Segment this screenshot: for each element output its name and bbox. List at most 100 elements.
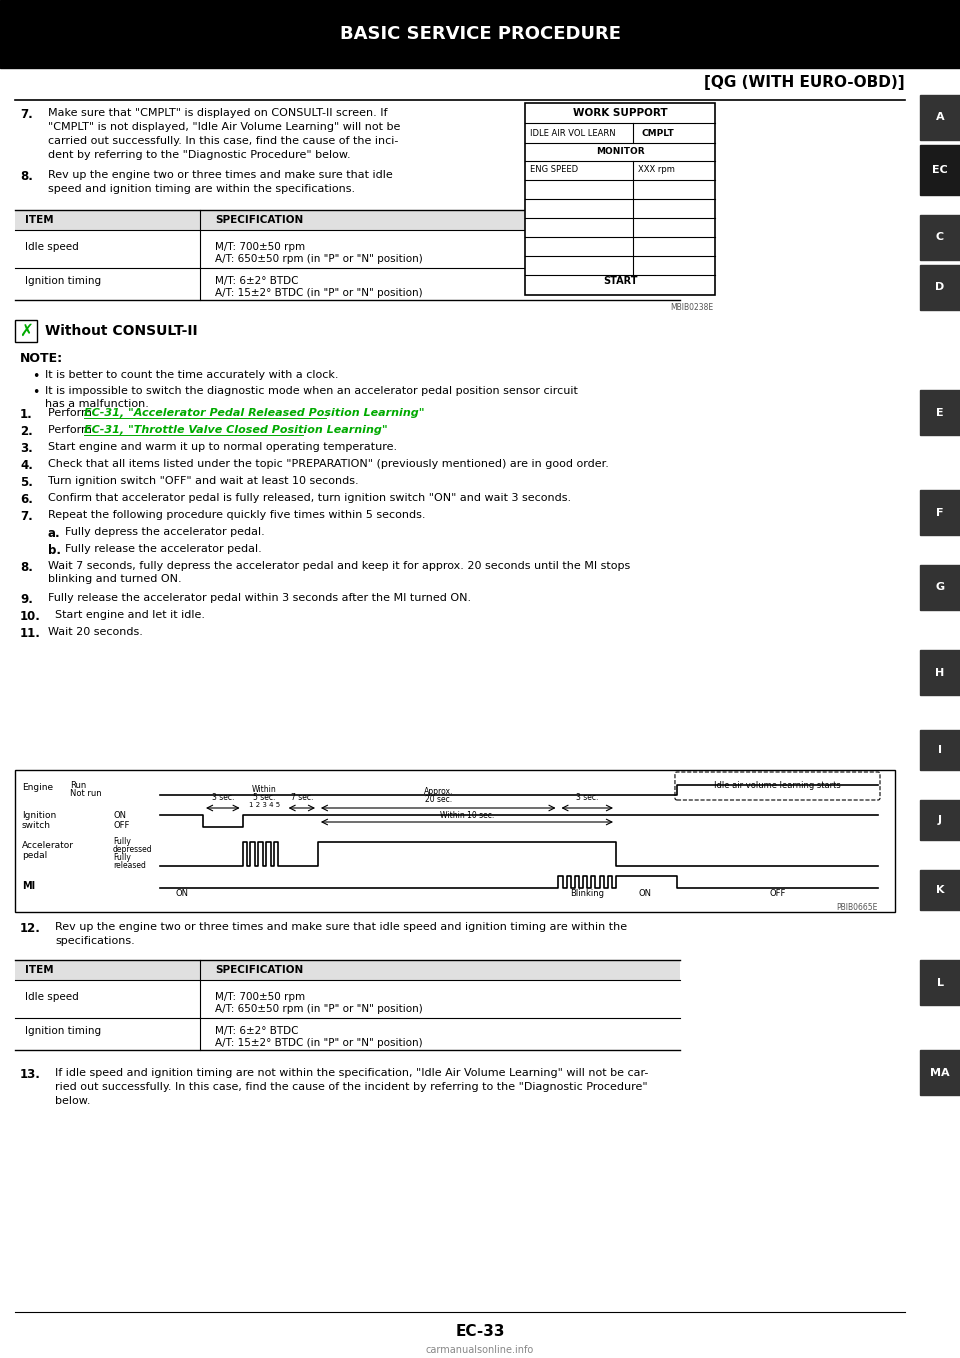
Text: b.: b.: [48, 545, 61, 557]
Text: BASIC SERVICE PROCEDURE: BASIC SERVICE PROCEDURE: [340, 24, 620, 43]
Text: 3 sec.: 3 sec.: [576, 793, 598, 803]
Text: 3 sec.: 3 sec.: [211, 793, 234, 803]
Bar: [920, 215, 960, 259]
Text: ITEM: ITEM: [25, 966, 54, 975]
Text: ON: ON: [638, 888, 651, 898]
Text: 7.: 7.: [20, 109, 33, 121]
Text: 5.: 5.: [20, 477, 33, 489]
Text: 12.: 12.: [20, 922, 41, 936]
Text: EC-33: EC-33: [455, 1324, 505, 1339]
Text: Ignition timing: Ignition timing: [25, 1027, 101, 1036]
Bar: [920, 650, 960, 695]
Bar: [920, 265, 960, 310]
Text: A/T: 15±2° BTDC (in "P" or "N" position): A/T: 15±2° BTDC (in "P" or "N" position): [215, 1038, 422, 1048]
Text: "CMPLT" is not displayed, "Idle Air Volume Learning" will not be: "CMPLT" is not displayed, "Idle Air Volu…: [48, 122, 400, 132]
Text: Ignition timing: Ignition timing: [25, 276, 101, 287]
Text: I: I: [938, 746, 942, 755]
Text: [QG (WITH EURO-OBD)]: [QG (WITH EURO-OBD)]: [705, 75, 905, 90]
Text: MI: MI: [22, 881, 36, 891]
Text: C: C: [936, 232, 944, 243]
Text: Within: Within: [252, 785, 276, 794]
Text: WORK SUPPORT: WORK SUPPORT: [573, 109, 667, 118]
Text: 7 sec.: 7 sec.: [291, 793, 313, 803]
Text: E: E: [936, 407, 944, 417]
Text: M/T: 700±50 rpm: M/T: 700±50 rpm: [215, 242, 305, 253]
Text: Perform: Perform: [48, 407, 95, 418]
Text: Idle air volume learning starts: Idle air volume learning starts: [714, 781, 841, 790]
Bar: [920, 960, 960, 1005]
Text: •: •: [32, 369, 39, 383]
Text: dent by referring to the "Diagnostic Procedure" below.: dent by referring to the "Diagnostic Pro…: [48, 149, 350, 160]
Text: 1 2 3 4 5: 1 2 3 4 5: [249, 803, 279, 808]
Text: Fully depress the accelerator pedal.: Fully depress the accelerator pedal.: [65, 527, 265, 536]
Text: ENG SPEED: ENG SPEED: [530, 166, 578, 174]
Bar: [920, 565, 960, 610]
Text: Make sure that "CMPLT" is displayed on CONSULT-II screen. If: Make sure that "CMPLT" is displayed on C…: [48, 109, 388, 118]
Text: 8.: 8.: [20, 170, 33, 183]
Text: NOTE:: NOTE:: [20, 352, 63, 365]
Text: SPECIFICATION: SPECIFICATION: [215, 215, 303, 225]
Text: 6.: 6.: [20, 493, 33, 507]
Text: A/T: 650±50 rpm (in "P" or "N" position): A/T: 650±50 rpm (in "P" or "N" position): [215, 1004, 422, 1014]
Text: Turn ignition switch "OFF" and wait at least 10 seconds.: Turn ignition switch "OFF" and wait at l…: [48, 477, 359, 486]
Text: carried out successfully. In this case, find the cause of the inci-: carried out successfully. In this case, …: [48, 136, 398, 147]
Text: M/T: 6±2° BTDC: M/T: 6±2° BTDC: [215, 1027, 299, 1036]
Bar: [15, 770, 895, 913]
Text: ried out successfully. In this case, find the cause of the incident by referring: ried out successfully. In this case, fin…: [55, 1082, 648, 1092]
Text: Fully release the accelerator pedal within 3 seconds after the MI turned ON.: Fully release the accelerator pedal with…: [48, 593, 471, 603]
Text: 8.: 8.: [20, 561, 33, 574]
Bar: [920, 1050, 960, 1095]
Text: MA: MA: [930, 1067, 949, 1077]
Text: G: G: [935, 583, 945, 592]
Text: Idle speed: Idle speed: [25, 242, 79, 253]
Text: Rev up the engine two or three times and make sure that idle: Rev up the engine two or three times and…: [48, 170, 393, 181]
Text: Run: Run: [70, 781, 86, 789]
Text: IDLE AIR VOL LEARN: IDLE AIR VOL LEARN: [530, 129, 615, 137]
Text: MONITOR: MONITOR: [596, 148, 644, 156]
Text: 3.: 3.: [20, 441, 33, 455]
Text: Start engine and warm it up to normal operating temperature.: Start engine and warm it up to normal op…: [48, 441, 397, 452]
Text: EC-31, "Throttle Valve Closed Position Learning": EC-31, "Throttle Valve Closed Position L…: [84, 425, 388, 435]
Bar: [15, 210, 680, 230]
Bar: [525, 103, 715, 295]
Text: MBIB0238E: MBIB0238E: [670, 303, 713, 312]
Text: Idle speed: Idle speed: [25, 991, 79, 1002]
Text: 5 sec.: 5 sec.: [252, 793, 276, 801]
Text: It is impossible to switch the diagnostic mode when an accelerator pedal positio: It is impossible to switch the diagnosti…: [45, 386, 578, 397]
Text: Perform: Perform: [48, 425, 95, 435]
Text: •: •: [32, 386, 39, 399]
Bar: [920, 800, 960, 841]
Text: speed and ignition timing are within the specifications.: speed and ignition timing are within the…: [48, 183, 355, 194]
Text: A: A: [936, 113, 945, 122]
Text: Ignition: Ignition: [22, 812, 57, 820]
Text: Confirm that accelerator pedal is fully released, turn ignition switch "ON" and : Confirm that accelerator pedal is fully …: [48, 493, 571, 502]
Text: ✗: ✗: [19, 322, 33, 340]
Text: Blinking: Blinking: [570, 888, 604, 898]
Text: Check that all items listed under the topic "PREPARATION" (previously mentioned): Check that all items listed under the to…: [48, 459, 609, 469]
Text: OFF: OFF: [769, 888, 785, 898]
Text: L: L: [937, 978, 944, 987]
Text: START: START: [603, 276, 637, 287]
Text: .: .: [302, 425, 306, 435]
Text: It is better to count the time accurately with a clock.: It is better to count the time accuratel…: [45, 369, 339, 380]
Bar: [920, 870, 960, 910]
Text: switch: switch: [22, 820, 51, 830]
Text: F: F: [936, 508, 944, 517]
Text: Fully: Fully: [113, 853, 131, 862]
Text: ITEM: ITEM: [25, 215, 54, 225]
Text: Fully release the accelerator pedal.: Fully release the accelerator pedal.: [65, 545, 262, 554]
Text: 1.: 1.: [20, 407, 33, 421]
Text: carmanualsonline.info: carmanualsonline.info: [426, 1344, 534, 1355]
Text: OFF: OFF: [113, 822, 130, 831]
Bar: [920, 731, 960, 770]
Text: EC: EC: [932, 166, 948, 175]
Bar: [920, 390, 960, 435]
Text: 2.: 2.: [20, 425, 33, 439]
Bar: [920, 490, 960, 535]
Text: EC-31, "Accelerator Pedal Released Position Learning": EC-31, "Accelerator Pedal Released Posit…: [84, 407, 425, 418]
Text: has a malfunction.: has a malfunction.: [45, 399, 149, 409]
Text: released: released: [113, 861, 146, 869]
Text: 20 sec.: 20 sec.: [424, 794, 452, 804]
Bar: [920, 145, 960, 196]
Text: a.: a.: [48, 527, 60, 540]
